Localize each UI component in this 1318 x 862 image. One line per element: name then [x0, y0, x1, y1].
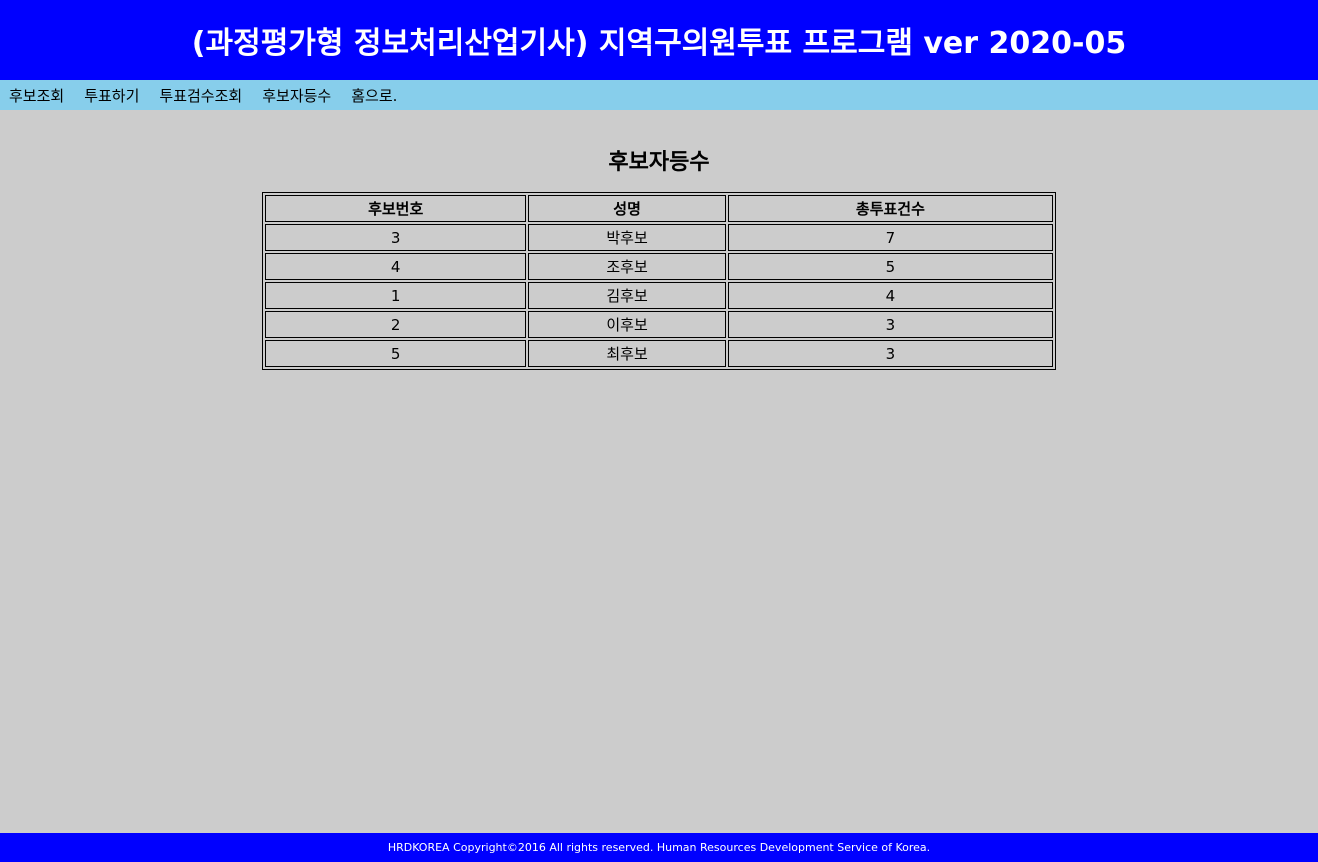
page-footer: HRDKOREA Copyright©2016 All rights reser…	[0, 833, 1318, 862]
cell-name: 최후보	[528, 340, 726, 367]
cell-name: 김후보	[528, 282, 726, 309]
cell-total-votes: 3	[727, 311, 1053, 338]
copyright-text: HRDKOREA Copyright©2016 All rights reser…	[387, 841, 931, 854]
cell-name: 이후보	[528, 311, 726, 338]
table-row: 5 최후보 3	[265, 340, 1053, 367]
cell-name: 박후보	[528, 224, 726, 251]
cell-candidate-number: 3	[265, 224, 527, 251]
nav-vote[interactable]: 투표하기	[84, 86, 140, 105]
table-row: 3 박후보 7	[265, 224, 1053, 251]
cell-candidate-number: 5	[265, 340, 527, 367]
header-total-votes: 총투표건수	[727, 195, 1053, 222]
cell-total-votes: 3	[727, 340, 1053, 367]
cell-total-votes: 5	[727, 253, 1053, 280]
cell-candidate-number: 2	[265, 311, 527, 338]
nav-bar: 후보조회 투표하기 투표검수조회 후보자등수 홈으로.	[0, 80, 1318, 110]
nav-candidate-list[interactable]: 후보조회	[9, 86, 65, 105]
nav-home[interactable]: 홈으로.	[351, 86, 398, 105]
main-content: 후보자등수 후보번호 성명 총투표건수 3 박후보 7 4 조후보 5 1 김후…	[0, 110, 1318, 833]
cell-candidate-number: 1	[265, 282, 527, 309]
table-header-row: 후보번호 성명 총투표건수	[265, 195, 1053, 222]
header-candidate-number: 후보번호	[265, 195, 527, 222]
table-row: 2 이후보 3	[265, 311, 1053, 338]
cell-candidate-number: 4	[265, 253, 527, 280]
section-title: 후보자등수	[608, 150, 710, 175]
page-title: (과정평가형 정보처리산업기사) 지역구의원투표 프로그램 ver 2020-0…	[191, 26, 1127, 61]
table-row: 1 김후보 4	[265, 282, 1053, 309]
header-name: 성명	[528, 195, 726, 222]
table-row: 4 조후보 5	[265, 253, 1053, 280]
nav-vote-review[interactable]: 투표검수조회	[159, 86, 243, 105]
cell-total-votes: 4	[727, 282, 1053, 309]
rank-table: 후보번호 성명 총투표건수 3 박후보 7 4 조후보 5 1 김후보 4	[262, 192, 1056, 370]
nav-candidate-rank[interactable]: 후보자등수	[262, 86, 332, 105]
cell-name: 조후보	[528, 253, 726, 280]
cell-total-votes: 7	[727, 224, 1053, 251]
page-header: (과정평가형 정보처리산업기사) 지역구의원투표 프로그램 ver 2020-0…	[0, 0, 1318, 80]
